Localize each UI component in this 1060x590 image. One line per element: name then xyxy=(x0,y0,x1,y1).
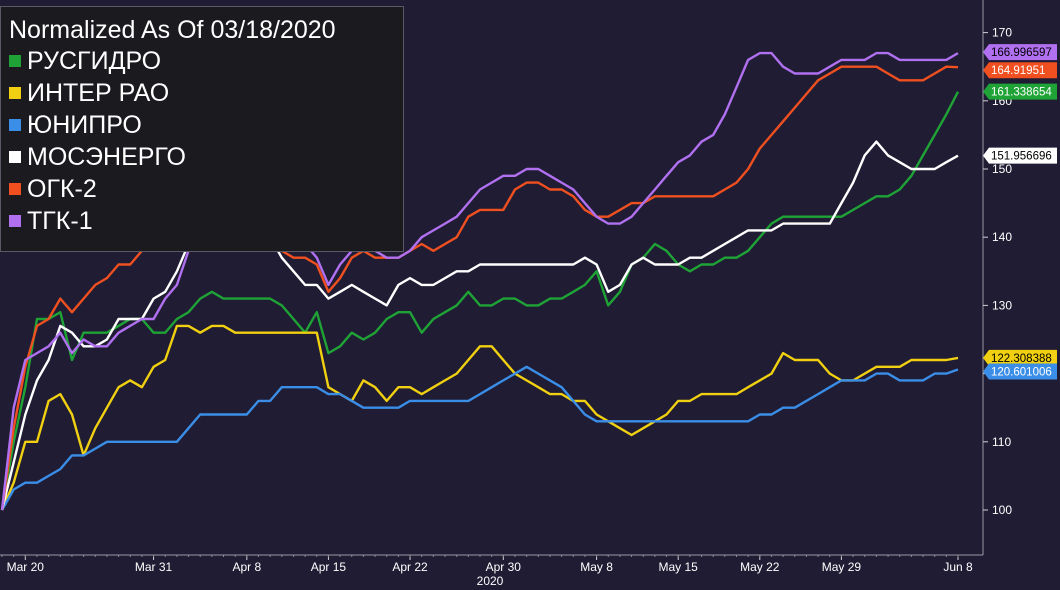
legend-item-inter-rao: ИНТЕР РАО xyxy=(9,77,403,109)
last-value-tag: 151.956696 xyxy=(983,147,1057,164)
y-tick-label: 130 xyxy=(992,298,1012,312)
legend-label: ТГК-1 xyxy=(27,207,93,235)
last-value-label: 122.308388 xyxy=(991,353,1052,365)
chart-title: Normalized As Of 03/18/2020 xyxy=(9,16,336,44)
x-tick-label: May 22 xyxy=(740,560,780,574)
legend-label: ИНТЕР РАО xyxy=(27,79,170,107)
last-value-label: 161.338654 xyxy=(991,87,1052,99)
legend-swatch-icon xyxy=(9,119,21,131)
series-line-3 xyxy=(0,140,959,511)
x-tick-label: Apr 8 xyxy=(232,560,261,574)
legend-item-rushydro: РУСГИДРО xyxy=(9,45,403,77)
last-value-tag: 164.91951 xyxy=(983,62,1057,79)
last-value-label: 151.956696 xyxy=(991,151,1052,163)
series-line-0 xyxy=(0,91,960,511)
last-value-tag-bg xyxy=(983,44,1057,61)
legend-swatch-icon xyxy=(9,183,21,195)
series-line-2 xyxy=(0,365,959,511)
last-value-tag-bg xyxy=(983,83,1057,100)
legend-label: ОГК-2 xyxy=(27,175,97,203)
legend-item-tgk1: ТГК-1 xyxy=(9,205,403,237)
last-value-label: 120.601006 xyxy=(991,367,1052,379)
legend-item-unipro: ЮНИПРО xyxy=(9,109,403,141)
legend-label: РУСГИДРО xyxy=(27,47,162,75)
x-axis-label: 2020 xyxy=(477,574,504,588)
x-tick-label: Apr 22 xyxy=(392,560,428,574)
x-tick-label: May 8 xyxy=(580,560,613,574)
legend-swatch-icon xyxy=(9,55,21,67)
series-line-1 xyxy=(0,324,959,511)
series-line-5 xyxy=(0,51,959,511)
legend-swatch-icon xyxy=(9,151,21,163)
last-value-label: 164.91951 xyxy=(991,65,1045,77)
last-value-tag: 161.338654 xyxy=(983,83,1057,100)
x-tick-label: May 29 xyxy=(822,560,862,574)
x-tick-label: Mar 31 xyxy=(135,560,173,574)
x-tick-label: May 15 xyxy=(659,560,699,574)
y-tick-label: 110 xyxy=(992,435,1011,449)
legend-label: МОСЭНЕРГО xyxy=(27,143,186,171)
last-value-tag: 122.308388 xyxy=(983,349,1057,366)
chart-legend: Normalized As Of 03/18/2020 РУСГИДРО ИНТ… xyxy=(0,6,404,252)
legend-label: ЮНИПРО xyxy=(27,111,142,139)
last-value-tag-bg xyxy=(983,147,1057,164)
x-tick-label: Apr 30 xyxy=(486,560,522,574)
last-value-tag: 166.996597 xyxy=(983,44,1057,61)
last-value-tag-bg xyxy=(983,62,1057,79)
last-value-tag-bg xyxy=(983,363,1057,380)
legend-item-mosenergo: МОСЭНЕРГО xyxy=(9,141,403,173)
y-tick-label: 100 xyxy=(992,503,1012,517)
legend-swatch-icon xyxy=(9,87,21,99)
last-value-tag-bg xyxy=(983,349,1057,366)
last-value-tag: 120.601006 xyxy=(983,363,1057,380)
legend-swatch-icon xyxy=(9,215,21,227)
y-tick-label: 170 xyxy=(992,26,1012,40)
x-tick-label: Apr 15 xyxy=(311,560,347,574)
x-tick-label: Jun 8 xyxy=(943,560,973,574)
legend-item-ogk2: ОГК-2 xyxy=(9,173,403,205)
y-tick-label: 150 xyxy=(992,162,1012,176)
last-value-label: 166.996597 xyxy=(991,47,1052,59)
y-tick-label: 140 xyxy=(992,230,1012,244)
x-tick-label: Mar 20 xyxy=(7,560,45,574)
